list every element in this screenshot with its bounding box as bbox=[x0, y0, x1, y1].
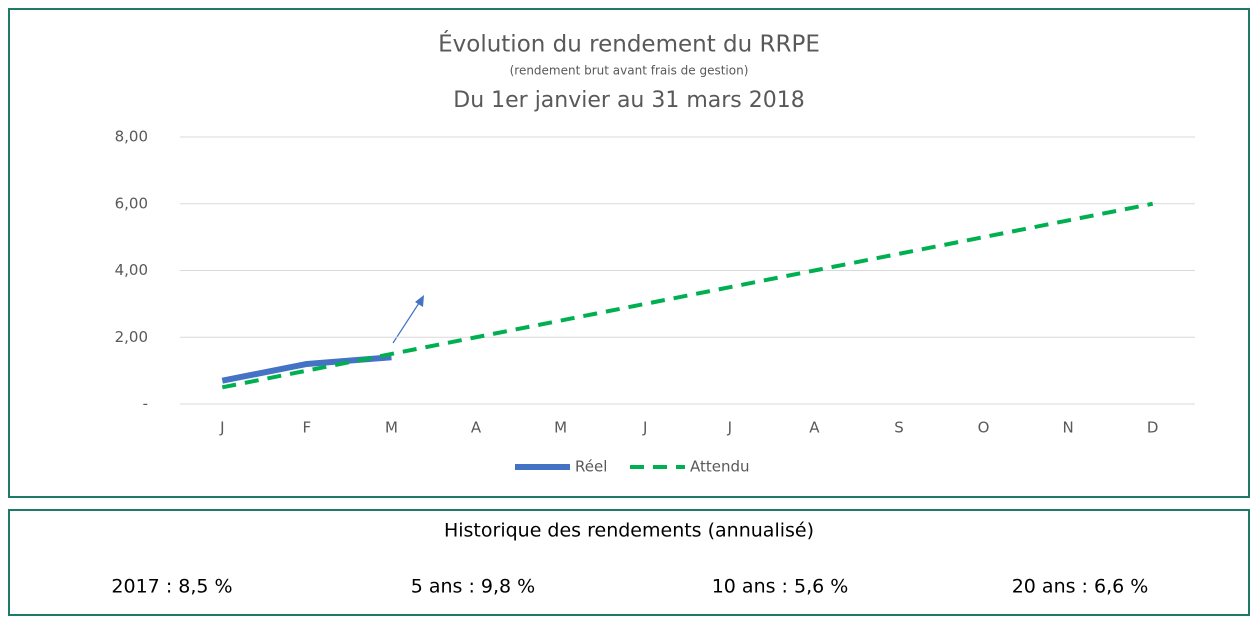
y-tick-label: 4,00 bbox=[115, 261, 148, 279]
x-tick-label: J bbox=[219, 419, 224, 437]
arrow bbox=[392, 295, 424, 344]
chart-period: Du 1er janvier au 31 mars 2018 bbox=[453, 88, 805, 113]
history-item: 10 ans : 5,6 % bbox=[712, 576, 849, 598]
chart-subtitle: (rendement brut avant frais de gestion) bbox=[510, 64, 749, 78]
x-tick-label: N bbox=[1063, 419, 1074, 437]
history-item: 5 ans : 9,8 % bbox=[411, 576, 536, 598]
series-line bbox=[221, 201, 1154, 390]
history-item: 2017 : 8,5 % bbox=[111, 576, 232, 598]
history-item: 20 ans : 6,6 % bbox=[1012, 576, 1149, 598]
x-tick-label: D bbox=[1147, 419, 1159, 437]
x-tick-label: M bbox=[385, 419, 398, 437]
y-tick-label: 2,00 bbox=[115, 328, 148, 346]
history-title: Historique des rendements (annualisé) bbox=[444, 520, 814, 542]
x-tick-label: M bbox=[554, 419, 567, 437]
arrow-head bbox=[415, 295, 424, 307]
y-tick-label: 6,00 bbox=[115, 194, 148, 212]
arrow-shaft bbox=[392, 299, 422, 344]
x-tick-label: O bbox=[978, 419, 990, 437]
y-tick-label: - bbox=[143, 395, 148, 413]
legend-label: Réel bbox=[575, 458, 607, 476]
history-frame bbox=[8, 509, 1250, 616]
chart-title: Évolution du rendement du RRPE bbox=[438, 30, 820, 58]
legend-label: Attendu bbox=[690, 458, 750, 476]
x-tick-label: J bbox=[727, 419, 732, 437]
x-tick-label: F bbox=[303, 419, 312, 437]
y-tick-label: 8,00 bbox=[115, 128, 148, 146]
x-tick-label: S bbox=[894, 419, 904, 437]
x-tick-label: A bbox=[471, 419, 482, 437]
x-tick-label: A bbox=[809, 419, 820, 437]
x-tick-label: J bbox=[642, 419, 647, 437]
chart-frame bbox=[8, 8, 1250, 498]
